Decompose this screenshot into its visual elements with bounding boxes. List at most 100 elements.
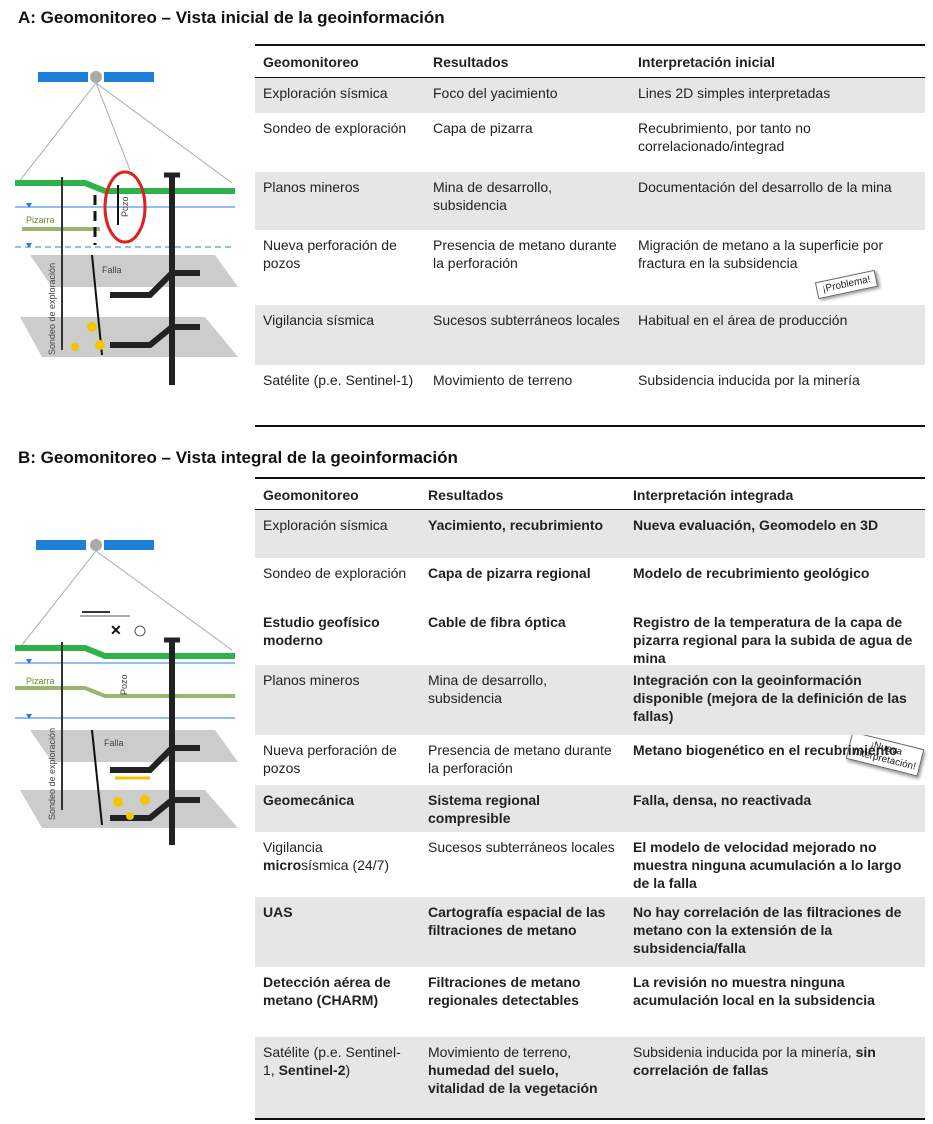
table-cell: Sistema regional compresible (420, 785, 625, 833)
table-cell: Subsidenia inducida por la minería, sin … (625, 1037, 925, 1085)
table-cell: Nueva perforación de pozos (255, 735, 420, 783)
cell-text: Exploración sísmica (263, 85, 388, 101)
table-row: Nueva perforación de pozos Presencia de m… (255, 230, 925, 305)
cell-text: Nueva perforación de pozos (263, 237, 397, 271)
cell-text: Resultados (433, 54, 509, 70)
table-cell: Yacimiento, recubrimiento (420, 510, 625, 540)
table-row: Geomecánica Sistema regional compresible F… (255, 785, 925, 832)
table-header: Geomonitoreo Resultados Interpretación int… (255, 478, 925, 510)
cell-text: Sentinel-2 (278, 1062, 346, 1078)
cell-text: Lines 2D simples interpretadas (638, 85, 831, 101)
table-cell: Vigilancia microsísmica (24/7) (255, 832, 420, 880)
section-title: B: Geomonitoreo – Vista integral de la g… (18, 448, 458, 467)
table-cell: Movimiento de terreno (425, 365, 630, 395)
cell-text: UAS (263, 904, 293, 920)
table-cell: Geomonitoreo (255, 45, 425, 77)
cell-text: Migración de metano a la superficie por … (638, 237, 884, 271)
table-row: Planos mineros Mina de desarrollo, subsid… (255, 172, 925, 230)
cell-text: Mina de desarrollo, subsidencia (433, 179, 553, 213)
table-cell: Interpretación inicial (630, 45, 925, 77)
table-cell: Exploración sísmica (255, 78, 425, 108)
table-cell: El modelo de velocidad mejorado no muest… (625, 832, 925, 898)
table-row: UAS Cartografía espacial de las filtracio… (255, 897, 925, 967)
table-rule (255, 1118, 925, 1120)
table-cell: Cable de fibra óptica (420, 607, 625, 637)
cell-text: Yacimiento, recubrimiento (428, 517, 604, 533)
table-cell: Cartografía espacial de las filtraciones… (420, 897, 625, 945)
cell-text: Cable de fibra óptica (428, 614, 566, 630)
cell-text: Vigilancia sísmica (263, 312, 375, 328)
table-rule (255, 44, 925, 46)
table-cell: Foco del yacimiento (425, 78, 630, 108)
cell-text: Movimiento de terreno (433, 372, 573, 388)
cell-text: Resultados (428, 487, 504, 503)
cell-text: Sondeo de exploración (263, 120, 407, 136)
table-header: Geomonitoreo Resultados Interpretación ini… (255, 45, 925, 78)
table-cell: Presencia de metano durante la perforaci… (425, 230, 630, 278)
table-cell: Migración de metano a la superficie por … (630, 230, 925, 278)
table-row: Satélite (p.e. Sentinel-1) Movimiento de … (255, 365, 925, 425)
table-cell: Planos mineros (255, 665, 420, 695)
table-cell: Filtraciones de metano regionales detect… (420, 967, 625, 1015)
cell-text: Habitual en el área de producción (638, 312, 848, 328)
diagram-label: Falla (102, 265, 122, 275)
cell-text: ) (345, 1062, 351, 1078)
table-cell: La revisión no muestra ninguna acumulaci… (625, 967, 925, 1015)
diagram-label: Pozo (120, 196, 130, 217)
table-cell: Integración con la geoinformación dispon… (625, 665, 925, 731)
cell-text: Detección aérea de metano (CHARM) (263, 974, 391, 1008)
table-cell: Falla, densa, no reactivada (625, 785, 925, 815)
section-title: A: Geomonitoreo – Vista inicial de la ge… (18, 8, 445, 27)
cell-text: La revisión no muestra ninguna acumulaci… (633, 974, 875, 1008)
table-rule (255, 509, 925, 510)
table-cell: Lines 2D simples interpretadas (630, 78, 925, 108)
table-cell: Sondeo de exploración (255, 558, 420, 588)
table-cell: Sucesos subterráneos locales (425, 305, 630, 335)
cell-text: Recubrimiento, por tanto no correlaciona… (638, 120, 811, 154)
cell-text: Planos mineros (263, 672, 360, 688)
table-cell: Geomonitoreo (255, 478, 420, 510)
cell-text: Foco del yacimiento (433, 85, 558, 101)
table-cell: Habitual en el área de producción (630, 305, 925, 335)
diagram-label: Pizarra (26, 676, 55, 686)
cell-text: Filtraciones de metano regionales detect… (428, 974, 581, 1008)
diagram-label: Sondeo de exploración (47, 263, 57, 355)
cell-text: Sucesos subterráneos locales (433, 312, 620, 328)
table-cell: Sucesos subterráneos locales (420, 832, 625, 862)
cell-text: Falla, densa, no reactivada (633, 792, 812, 808)
table-cell: Modelo de recubrimiento geológico (625, 558, 925, 588)
table-cell: Estudio geofísico moderno (255, 607, 420, 655)
cell-text: Interpretación inicial (638, 54, 775, 70)
table-row: Exploración sísmica Yacimiento, recubrimi… (255, 510, 925, 558)
table-cell: Sondeo de exploración (255, 113, 425, 143)
table-cell: Capa de pizarra (425, 113, 630, 143)
cell-text: Nueva perforación de pozos (263, 742, 397, 776)
table-cell: Documentación del desarrollo de la mina (630, 172, 925, 202)
table-cell: Nueva evaluación, Geomodelo en 3D (625, 510, 925, 540)
table-cell: Exploración sísmica (255, 510, 420, 540)
table-cell: Geomecánica (255, 785, 420, 815)
cell-text: Interpretación integrada (633, 487, 794, 503)
cell-text: Presencia de metano durante la perforaci… (428, 742, 612, 776)
table-cell: Subsidencia inducida por la minería (630, 365, 925, 395)
cell-text: Capa de pizarra regional (428, 565, 591, 581)
table-row: Sondeo de exploración Capa de pizarra Recu… (255, 113, 925, 172)
table-row: Vigilancia microsísmica (24/7) Sucesos su… (255, 832, 925, 897)
table-cell: Registro de la temperatura de la capa de… (625, 607, 925, 673)
table-cell: Nueva perforación de pozos (255, 230, 425, 278)
table-row: Nueva perforación de pozos Presencia de m… (255, 735, 925, 785)
diagram-label: Pozo (119, 674, 129, 695)
table-cell: Planos mineros (255, 172, 425, 202)
cell-text: Documentación del desarrollo de la mina (638, 179, 892, 195)
cell-text: El modelo de velocidad mejorado no muest… (633, 839, 902, 891)
table-cell: Mina de desarrollo, subsidencia (425, 172, 630, 220)
cell-text: Satélite (p.e. Sentinel-1) (263, 372, 414, 388)
cell-text: Sucesos subterráneos locales (428, 839, 615, 855)
diagram: Pizarra Pozo Falla Sondeo de exploración (15, 71, 238, 385)
table-cell: Satélite (p.e. Sentinel-1) (255, 365, 425, 395)
table-row: Sondeo de exploración Capa de pizarra reg… (255, 558, 925, 607)
cell-text: Movimiento de terreno, (428, 1044, 572, 1060)
table-row: Planos mineros Mina de desarrollo, subsid… (255, 665, 925, 735)
cell-text: No hay correlación de las filtraciones d… (633, 904, 902, 956)
table-cell: Vigilancia sísmica (255, 305, 425, 335)
